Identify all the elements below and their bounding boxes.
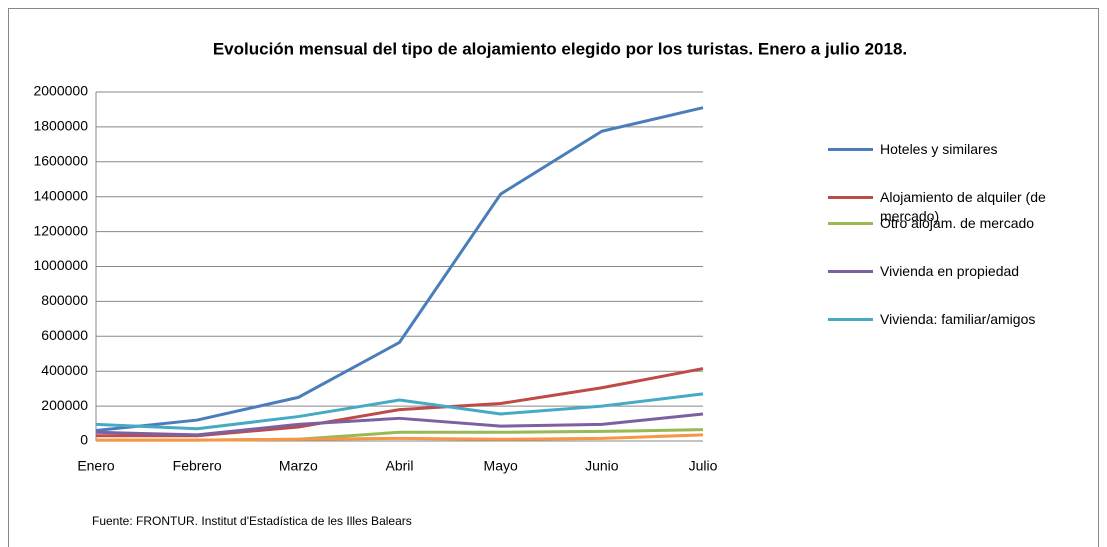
- y-tick-label: 1800000: [33, 118, 88, 134]
- y-tick-label: 1600000: [33, 153, 88, 169]
- legend-label: Vivienda en propiedad: [880, 263, 1020, 279]
- legend-label: Hoteles y similares: [880, 141, 998, 157]
- y-tick-label: 1400000: [33, 187, 88, 203]
- x-tick-label: Julio: [689, 458, 718, 474]
- legend-label: Vivienda: familiar/amigos: [880, 311, 1036, 327]
- chart-frame: [8, 8, 1099, 547]
- x-tick-label: Junio: [585, 458, 619, 474]
- legend-label: Alojamiento de alquiler (de mercado): [880, 189, 1046, 224]
- legend-label: Otro alojam. de mercado: [880, 215, 1035, 231]
- y-tick-label: 1200000: [33, 222, 88, 238]
- series-line: [95, 106, 704, 433]
- y-tick-label: 1000000: [33, 257, 88, 273]
- x-tick-label: Abril: [385, 458, 413, 474]
- series-line: [95, 412, 704, 437]
- series-line: [95, 392, 704, 431]
- y-tick-label: 2000000: [33, 83, 88, 99]
- y-tick-label: 800000: [41, 292, 88, 308]
- source-note: Fuente: FRONTUR. Institut d'Estadística …: [92, 514, 412, 528]
- y-tick-label: 0: [80, 432, 88, 448]
- x-tick-label: Marzo: [279, 458, 318, 474]
- x-tick-label: Enero: [77, 458, 115, 474]
- x-tick-label: Mayo: [484, 458, 518, 474]
- chart-title: Evolución mensual del tipo de alojamient…: [213, 39, 907, 58]
- x-tick-label: Febrero: [173, 458, 222, 474]
- y-tick-label: 400000: [41, 362, 88, 378]
- series-line: [96, 433, 704, 442]
- y-tick-label: 600000: [41, 327, 88, 343]
- y-tick-label: 200000: [41, 397, 88, 413]
